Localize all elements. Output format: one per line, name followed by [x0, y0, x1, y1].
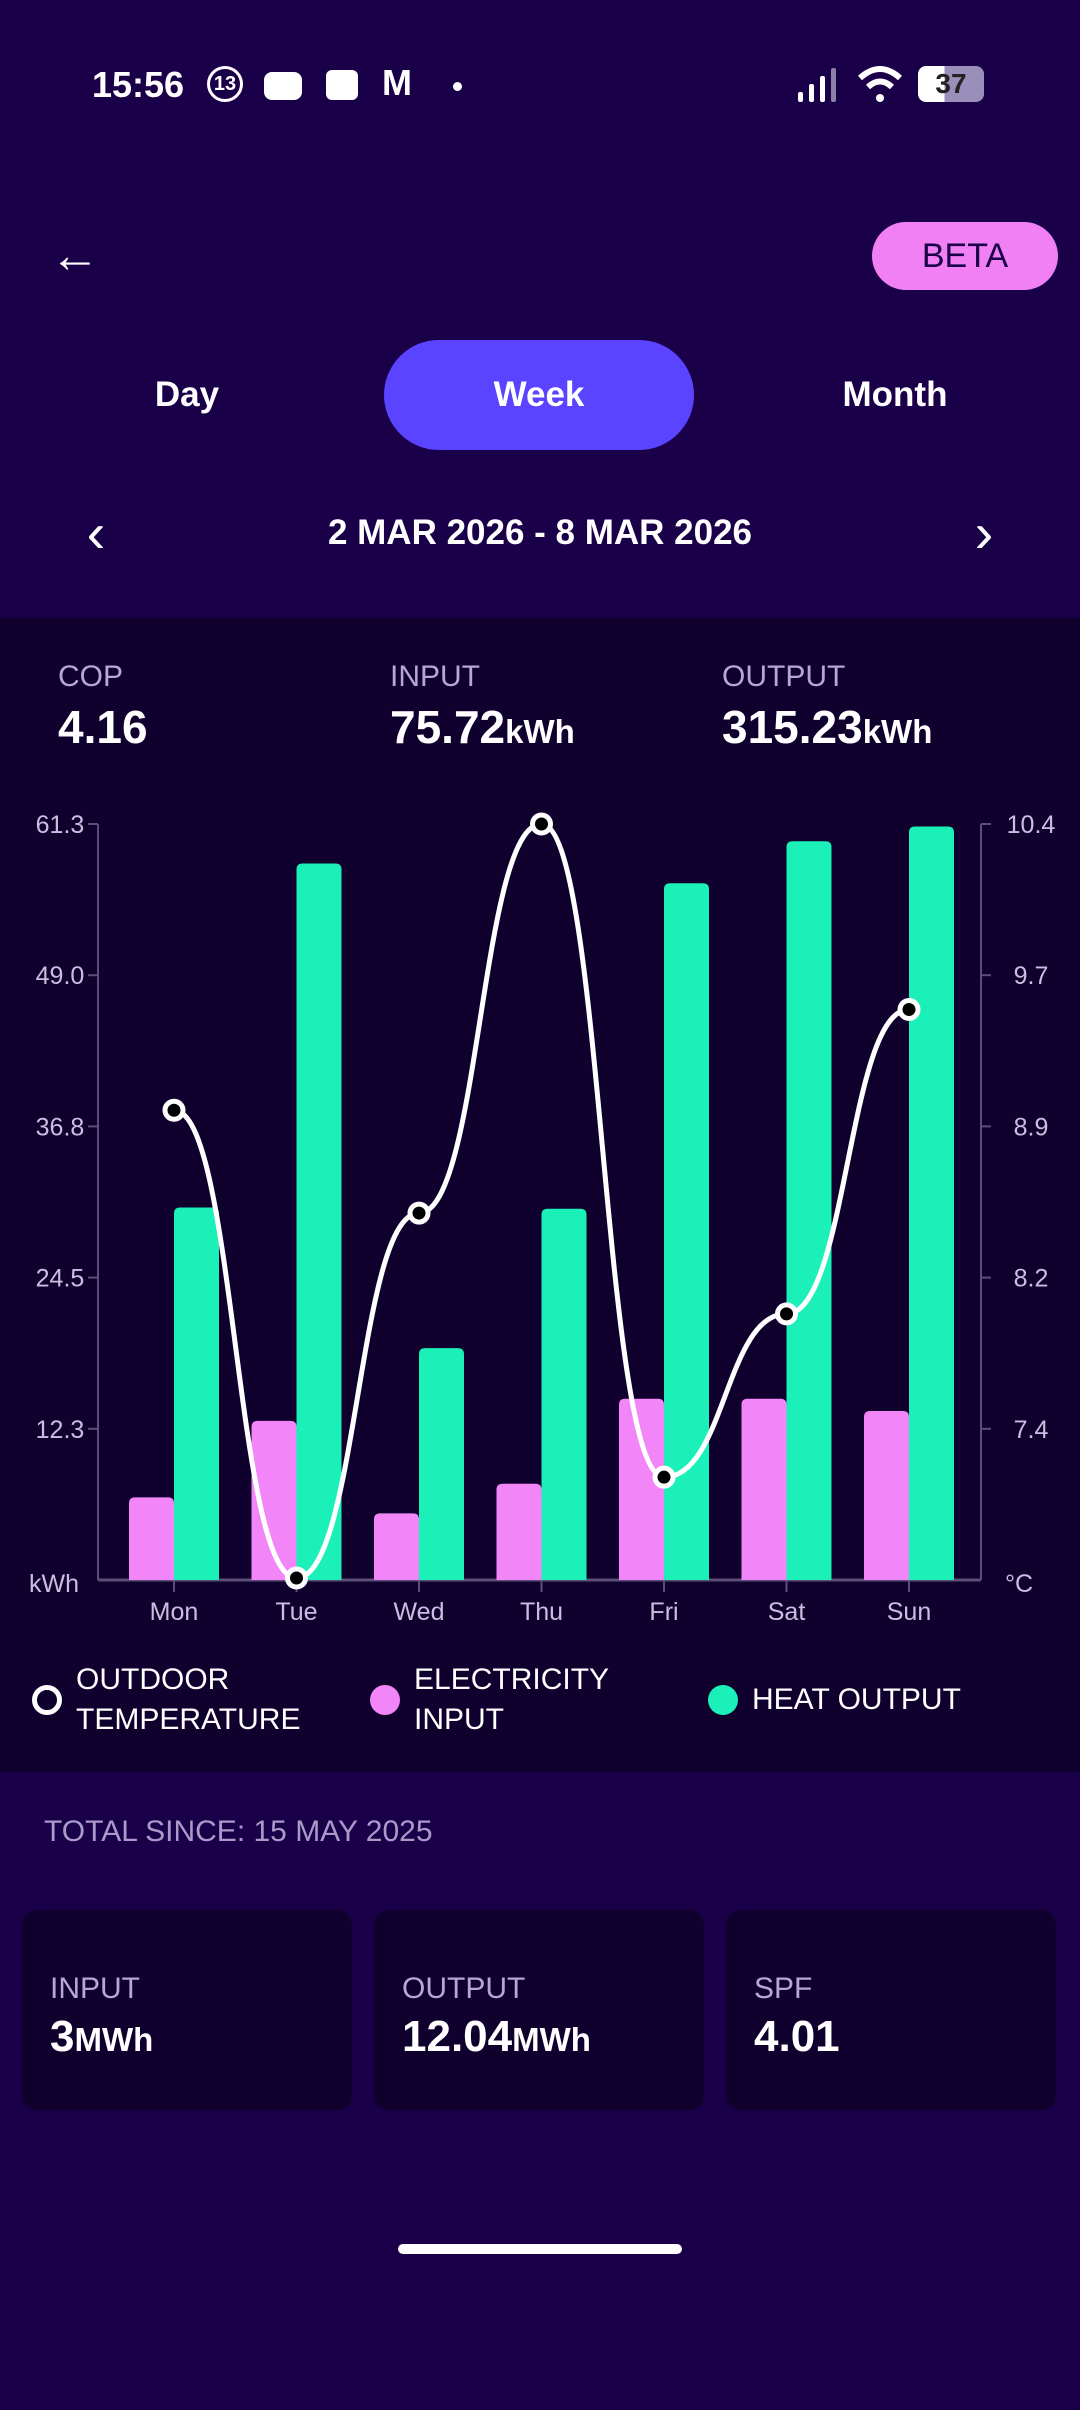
right-axis-unit: °C	[1005, 1570, 1033, 1598]
notification-count-icon: 13	[207, 66, 243, 102]
output-label: OUTPUT	[722, 660, 846, 693]
heat-bar	[174, 1207, 219, 1580]
card-unit: MWh	[74, 2021, 154, 2058]
input-value: 75.72	[390, 701, 506, 753]
heat-bar	[296, 863, 342, 1580]
card-value: 3	[50, 2012, 75, 2061]
next-week-button[interactable]: ›	[974, 501, 994, 564]
x-tick-label: Fri	[649, 1598, 678, 1626]
temperature-point	[162, 1098, 186, 1122]
temperature-legend-marker	[32, 1685, 62, 1715]
electricity-bar	[374, 1513, 419, 1580]
right-tick-label: 10.4	[1007, 811, 1056, 839]
x-tick-label: Mon	[150, 1598, 199, 1626]
left-tick-label: 12.3	[36, 1416, 85, 1444]
total-input-card: INPUT 3MWh	[22, 1910, 352, 2110]
card-label: SPF	[754, 1972, 813, 2005]
temperature-point	[530, 812, 553, 836]
input-unit: kWh	[505, 713, 575, 750]
temperature-point	[775, 1302, 798, 1326]
battery-icon: 37	[918, 66, 984, 102]
legend-temperature: OUTDOOR TEMPERATURE	[32, 1660, 300, 1740]
heat-bar	[541, 1208, 587, 1580]
left-tick-label: 36.8	[36, 1113, 85, 1141]
temperature-legend-label: OUTDOOR TEMPERATURE	[76, 1663, 301, 1736]
spf-card: SPF 4.01	[726, 1910, 1056, 2110]
heat-bar	[419, 1348, 464, 1580]
x-tick-label: Tue	[275, 1598, 317, 1626]
right-tick-label: 8.2	[1014, 1265, 1049, 1293]
right-tick-label: 9.7	[1014, 962, 1049, 990]
legend-heat: HEAT OUTPUT	[708, 1680, 961, 1720]
date-range: 2 MAR 2026 - 8 MAR 2026	[327, 513, 753, 552]
heat-legend-label: HEAT OUTPUT	[752, 1683, 961, 1716]
tab-month[interactable]: Month	[842, 375, 948, 414]
card-label: INPUT	[50, 1972, 140, 2005]
tab-day[interactable]: Day	[154, 375, 220, 414]
output-value: 315.23	[722, 701, 863, 753]
electricity-legend-label: ELECTRICITY INPUT	[414, 1663, 610, 1736]
electricity-bar	[619, 1398, 664, 1580]
back-button[interactable]: ←	[50, 227, 100, 283]
wallet-icon	[326, 70, 358, 100]
left-tick-label: 49.0	[36, 962, 85, 990]
temperature-point	[652, 1465, 676, 1489]
electricity-bar	[129, 1497, 174, 1580]
wifi-icon	[858, 66, 902, 102]
clock: 15:56	[92, 64, 185, 105]
total-since: TOTAL SINCE: 15 MAY 2025	[44, 1815, 433, 1848]
legend-electricity: ELECTRICITY INPUT	[370, 1660, 609, 1740]
electricity-bar	[251, 1420, 297, 1580]
left-tick-label: 61.3	[36, 811, 85, 839]
previous-week-button[interactable]: ‹	[86, 501, 106, 564]
m-app-icon: M	[382, 62, 412, 103]
youtube-icon	[264, 72, 302, 100]
heat-bar	[909, 826, 954, 1580]
card-value: 4.01	[754, 2012, 840, 2061]
x-tick-label: Sat	[768, 1598, 806, 1626]
electricity-bar	[496, 1483, 542, 1580]
card-value: 12.04	[402, 2012, 513, 2061]
x-tick-label: Thu	[520, 1598, 563, 1626]
electricity-bar	[864, 1411, 909, 1580]
cop-stat: COP 4.16	[58, 660, 148, 754]
x-tick-label: Wed	[394, 1598, 445, 1626]
temperature-point	[285, 1566, 308, 1590]
input-stat: INPUT 75.72kWh	[390, 660, 575, 754]
beta-badge[interactable]: BETA	[872, 222, 1058, 290]
status-bar: 15:56 13 M 37	[0, 62, 1080, 112]
temperature-point	[897, 997, 921, 1021]
output-stat: OUTPUT 315.23kWh	[722, 660, 932, 754]
cop-value: 4.16	[58, 701, 148, 753]
output-unit: kWh	[862, 713, 933, 750]
card-unit: MWh	[512, 2021, 591, 2058]
tab-week[interactable]: Week	[384, 340, 694, 450]
more-notifications-icon	[453, 82, 462, 91]
x-tick-label: Sun	[887, 1598, 931, 1626]
heat-bar	[664, 883, 709, 1580]
right-tick-label: 7.4	[1014, 1416, 1049, 1444]
cop-label: COP	[58, 660, 124, 693]
electricity-bar	[741, 1398, 787, 1580]
input-label: INPUT	[390, 660, 480, 693]
heat-legend-marker	[708, 1685, 738, 1715]
card-label: OUTPUT	[402, 1972, 526, 2005]
total-output-card: OUTPUT 12.04MWh	[374, 1910, 704, 2110]
left-tick-label: 24.5	[36, 1265, 85, 1293]
right-tick-label: 8.9	[1014, 1113, 1049, 1141]
home-indicator[interactable]	[398, 2244, 682, 2254]
signal-icon	[798, 68, 836, 102]
left-axis-unit: kWh	[29, 1570, 79, 1598]
energy-chart: 12.3 24.5 36.8 49.0 61.3 7.4 8.2 8.9 9.7 10.4 kWh °…	[29, 811, 1056, 1626]
electricity-legend-marker	[370, 1685, 400, 1715]
temperature-point	[407, 1201, 431, 1225]
heat-bar	[786, 841, 832, 1580]
